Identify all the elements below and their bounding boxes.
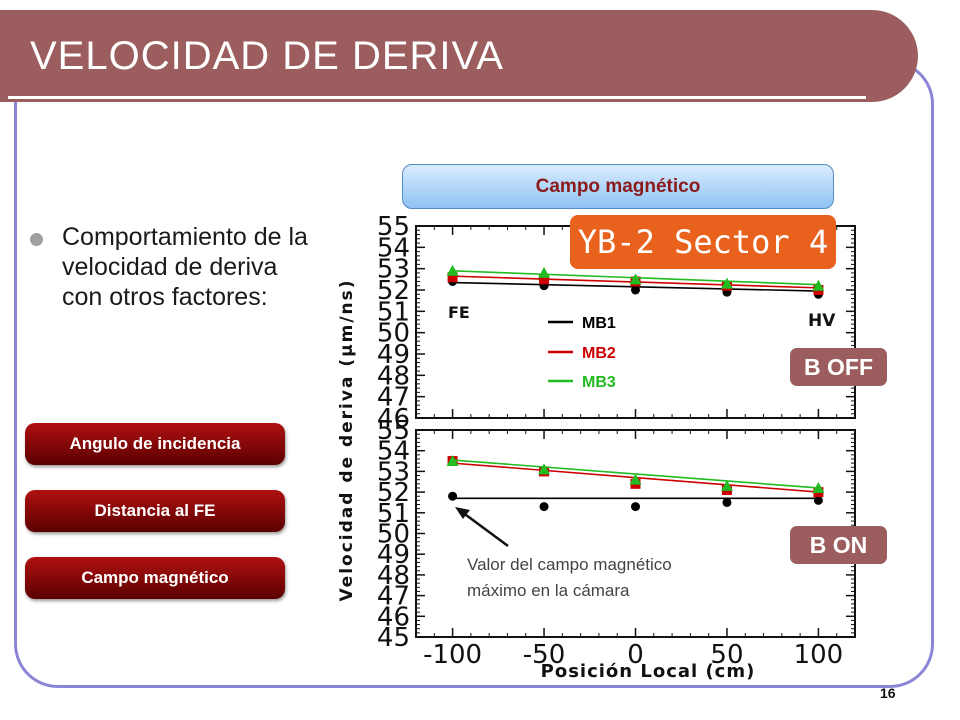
y-tick-label: 47 [377, 383, 410, 413]
y-tick-label: 53 [377, 457, 410, 487]
note-line-2: máximo en la cámara [467, 581, 630, 600]
y-tick-label: 54 [377, 233, 410, 263]
data-point-mb3 [812, 481, 825, 493]
y-tick-label: 48 [377, 561, 410, 591]
y-tick-label: 47 [377, 582, 410, 612]
y-tick-label: 49 [377, 340, 410, 370]
bullet-dot-icon [30, 233, 43, 246]
bullet-text: Comportamiento de la velocidad de deriva… [62, 223, 308, 311]
data-point-mb3 [446, 264, 459, 276]
y-tick-label: 48 [377, 361, 410, 391]
data-point-mb1 [722, 497, 732, 507]
title-bar: VELOCIDAD DE DERIVA [0, 10, 918, 102]
y-axis-label: Velocidad de deriva (μm/ns) [337, 278, 357, 601]
data-point-mb1 [448, 491, 458, 501]
y-tick-label: 52 [377, 478, 410, 508]
data-point-mb2 [447, 272, 458, 283]
x-tick-label: -100 [423, 640, 482, 670]
y-tick-label: 53 [377, 255, 410, 285]
y-tick-label: 54 [377, 437, 410, 467]
title-underline [8, 96, 866, 99]
b-on-badge: B ON [790, 526, 887, 564]
y-tick-label: 50 [377, 319, 410, 349]
legend-label-mb2: MB2 [582, 345, 616, 362]
legend-label-mb1: MB1 [582, 315, 616, 332]
data-point-mb1 [631, 285, 640, 295]
data-point-mb1 [813, 495, 823, 505]
data-point-mb3 [720, 277, 733, 289]
y-tick-label: 49 [377, 540, 410, 570]
y-tick-label: 51 [377, 499, 410, 529]
data-point-mb3 [538, 266, 551, 278]
y-tick-label: 55 [377, 416, 410, 446]
y-tick-label: 52 [377, 276, 410, 306]
data-point-mb2 [539, 274, 550, 285]
slide-title: VELOCIDAD DE DERIVA [30, 34, 504, 78]
legend: MB1 MB2 MB3 [548, 315, 616, 391]
angulo-incidencia-button[interactable]: Angulo de incidencia [25, 423, 285, 465]
data-point-mb3 [720, 479, 733, 491]
data-point-mb3 [629, 273, 642, 285]
y-tick-label: 51 [377, 297, 410, 327]
campo-magnetico-header-button[interactable]: Campo magnético [402, 164, 834, 209]
fe-annotation: FE [448, 303, 470, 322]
page-number: 16 [880, 685, 896, 701]
y-tick-label: 46 [377, 602, 410, 632]
data-point-mb3 [812, 279, 825, 291]
hv-annotation: HV [808, 311, 836, 331]
y-tick-label: 50 [377, 520, 410, 550]
distancia-fe-button[interactable]: Distancia al FE [25, 490, 285, 532]
data-point-mb1 [631, 502, 640, 512]
x-tick-label: 100 [794, 640, 844, 670]
data-point-mb3 [538, 463, 551, 475]
magnetic-field-note: Valor del campo magnético máximo en la c… [467, 552, 672, 604]
y-tick-label: 55 [377, 212, 410, 242]
note-line-1: Valor del campo magnético [467, 555, 672, 574]
x-tick-label: 0 [627, 640, 644, 670]
legend-label-mb3: MB3 [582, 374, 616, 391]
x-tick-label: -50 [523, 640, 565, 670]
b-off-badge: B OFF [790, 348, 887, 386]
x-axis-label: Posición Local (cm) [541, 661, 756, 682]
note-arrow-head-icon [455, 507, 470, 519]
campo-magnetico-button[interactable]: Campo magnético [25, 557, 285, 599]
note-arrow [461, 510, 509, 548]
data-point-mb3 [446, 455, 459, 467]
x-tick-label: 50 [710, 640, 743, 670]
data-point-mb3 [629, 473, 642, 485]
sector-label: YB-2 Sector 4 [570, 215, 836, 269]
y-tick-label: 45 [377, 623, 410, 653]
y-tick-label: 46 [377, 404, 410, 434]
data-point-mb1 [539, 502, 549, 512]
